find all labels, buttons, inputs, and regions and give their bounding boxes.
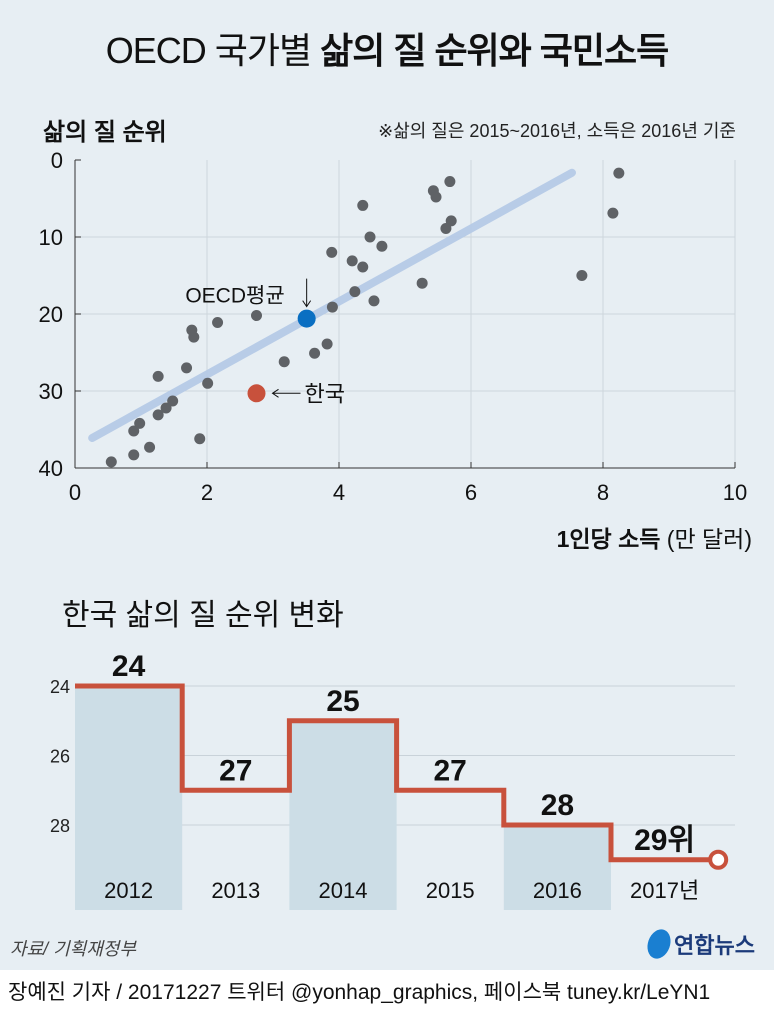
data-point (194, 433, 206, 445)
data-point (576, 270, 588, 281)
source: 자료/ 기획재정부 (10, 939, 136, 959)
x-tick-label: 10 (723, 480, 747, 505)
data-point (376, 240, 388, 252)
y-tick-label: 24 (50, 677, 70, 697)
down-arrow-icon (302, 278, 312, 308)
year-label: 2014 (319, 878, 368, 903)
year-label: 2016 (533, 878, 582, 903)
data-point (309, 347, 321, 359)
data-point (181, 362, 193, 374)
y-tick-label: 28 (50, 816, 70, 836)
yonhap-logo: 연합뉴스 (643, 926, 755, 962)
y-tick-label: 0 (51, 148, 63, 173)
data-point (364, 231, 376, 243)
data-point (357, 261, 369, 273)
footer-credit: 장예진 기자 / 20171227 트위터 @yonhap_graphics, … (0, 970, 774, 1016)
data-point (278, 356, 290, 368)
left-arrow-icon (271, 388, 301, 398)
data-point (167, 395, 179, 407)
data-point (144, 441, 156, 453)
y-axis-label: 삶의 질 순위 (43, 119, 167, 146)
data-point (212, 316, 224, 328)
year-label: 2017년 (630, 878, 699, 903)
data-point (128, 449, 140, 461)
x-axis-label: 1인당 소득 (만 달러) (556, 526, 752, 552)
data-point (326, 301, 338, 313)
logo-icon (643, 926, 675, 962)
data-point (444, 176, 456, 188)
data-point (160, 402, 172, 414)
rank-label: 28 (541, 789, 574, 822)
data-point (416, 277, 428, 289)
year-bar (503, 825, 611, 910)
note: ※삶의 질은 2015~2016년, 소득은 2016년 기준 (378, 121, 736, 141)
rank-label: 24 (112, 650, 146, 683)
rank-label: 27 (219, 754, 252, 787)
oecd-average-point (297, 309, 316, 328)
data-point (202, 377, 214, 389)
year-label: 2013 (211, 878, 260, 903)
data-point (445, 215, 457, 227)
data-point (128, 425, 140, 437)
data-point (321, 338, 333, 350)
data-point (440, 223, 452, 235)
x-tick-label: 8 (597, 480, 609, 505)
year-label: 2015 (426, 878, 475, 903)
y-tick-label: 30 (39, 379, 63, 404)
oecd-average-label: OECD평균 (185, 285, 284, 308)
rank-step-line (75, 683, 719, 863)
rank-label: 29위 (634, 824, 695, 857)
data-point (326, 246, 338, 258)
x-tick-label: 2 (201, 480, 213, 505)
data-point (430, 191, 442, 203)
x-tick-label: 4 (333, 480, 345, 505)
year-bar (75, 686, 183, 910)
data-point (152, 409, 164, 421)
korea-label: 한국 (305, 381, 345, 406)
data-point (152, 370, 164, 382)
korea-point (247, 384, 266, 403)
data-point (251, 310, 262, 322)
y-tick-label: 20 (39, 302, 63, 327)
data-point (357, 199, 369, 211)
rank-label: 25 (326, 685, 359, 718)
page-title: OECD 국가별 삶의 질 순위와 국민소득 (105, 30, 670, 71)
year-bar (289, 720, 397, 910)
y-tick-label: 26 (50, 747, 70, 767)
subtitle: 한국 삶의 질 순위 변화 (62, 599, 344, 632)
data-point (607, 207, 619, 219)
x-tick-label: 0 (69, 480, 81, 505)
y-tick-label: 10 (39, 225, 63, 250)
data-point (613, 167, 625, 179)
data-point (368, 295, 380, 307)
year-label: 2012 (104, 878, 153, 903)
data-point (134, 417, 146, 429)
x-tick-label: 6 (465, 480, 477, 505)
data-point (105, 456, 117, 468)
data-point (186, 324, 198, 336)
data-point (349, 286, 361, 298)
y-tick-label: 40 (39, 456, 63, 481)
data-point (346, 255, 358, 267)
rank-label: 27 (434, 754, 467, 787)
end-marker (708, 849, 729, 870)
rank-step-chart: 24 26 28 2012 24 2013 27 2014 25 2015 27 2016 28 2017… (50, 650, 735, 910)
